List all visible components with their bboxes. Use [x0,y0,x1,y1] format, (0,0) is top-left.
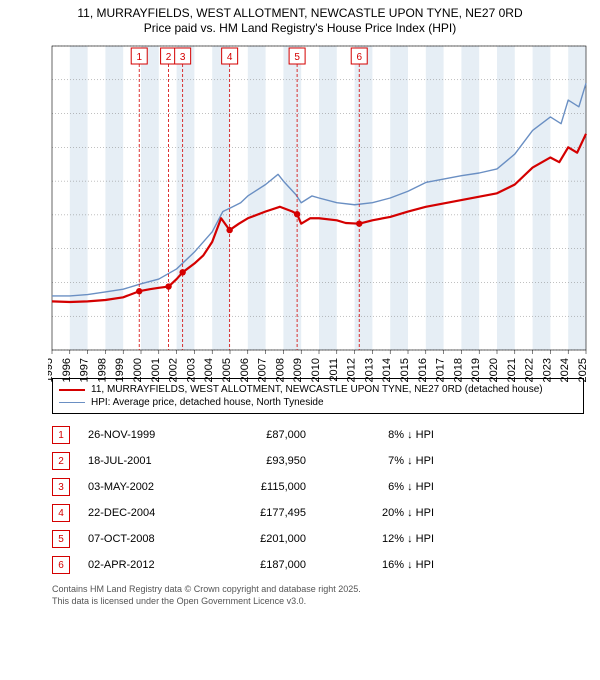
svg-text:2: 2 [166,52,172,63]
svg-text:1997: 1997 [79,358,91,382]
sales-row: 5 07-OCT-2008 £201,000 12% ↓ HPI [52,526,584,552]
footer: Contains HM Land Registry data © Crown c… [52,584,584,607]
chart-title: 11, MURRAYFIELDS, WEST ALLOTMENT, NEWCAS… [8,6,592,36]
sale-price: £87,000 [216,429,306,441]
svg-text:2016: 2016 [417,358,429,382]
sale-price: £115,000 [216,481,306,493]
sales-row: 2 18-JUL-2001 £93,950 7% ↓ HPI [52,448,584,474]
svg-text:2020: 2020 [488,358,500,382]
sale-vs-hpi: 16% ↓ HPI [324,559,434,571]
svg-text:2001: 2001 [150,358,162,382]
svg-text:2004: 2004 [203,358,215,382]
sale-price: £177,495 [216,507,306,519]
chart-container: 11, MURRAYFIELDS, WEST ALLOTMENT, NEWCAS… [0,0,600,680]
sale-date: 02-APR-2012 [88,559,198,571]
svg-text:5: 5 [294,52,300,63]
sales-row: 6 02-APR-2012 £187,000 16% ↓ HPI [52,552,584,578]
svg-text:2005: 2005 [221,358,233,382]
sale-price: £201,000 [216,533,306,545]
sale-marker-num: 3 [52,478,70,496]
svg-text:2023: 2023 [541,358,553,382]
title-line2: Price paid vs. HM Land Registry's House … [8,21,592,36]
svg-text:2007: 2007 [257,358,269,382]
title-line1: 11, MURRAYFIELDS, WEST ALLOTMENT, NEWCAS… [8,6,592,21]
svg-text:1995: 1995 [48,358,55,382]
sale-marker-num: 1 [52,426,70,444]
svg-text:2010: 2010 [310,358,322,382]
svg-text:2021: 2021 [506,358,518,382]
svg-text:2022: 2022 [524,358,536,382]
sale-price: £187,000 [216,559,306,571]
sale-date: 26-NOV-1999 [88,429,198,441]
svg-text:2002: 2002 [168,358,180,382]
sale-vs-hpi: 20% ↓ HPI [324,507,434,519]
svg-text:2006: 2006 [239,358,251,382]
sale-price: £93,950 [216,455,306,467]
sale-date: 22-DEC-2004 [88,507,198,519]
sales-table: 1 26-NOV-1999 £87,000 8% ↓ HPI 2 18-JUL-2001 £… [52,422,584,578]
sales-row: 3 03-MAY-2002 £115,000 6% ↓ HPI [52,474,584,500]
sale-marker-num: 2 [52,452,70,470]
sale-date: 07-OCT-2008 [88,533,198,545]
svg-text:2018: 2018 [452,358,464,382]
svg-text:2008: 2008 [274,358,286,382]
svg-text:2017: 2017 [435,358,447,382]
svg-text:2012: 2012 [346,358,358,382]
sale-vs-hpi: 12% ↓ HPI [324,533,434,545]
svg-text:2003: 2003 [185,358,197,382]
svg-text:2014: 2014 [381,358,393,382]
svg-text:2025: 2025 [577,358,589,382]
chart-plot: £0£50K£100K£150K£200K£250K£300K£350K£400… [48,40,584,370]
svg-text:2009: 2009 [292,358,304,382]
sale-marker-num: 4 [52,504,70,522]
svg-text:1: 1 [136,52,142,63]
svg-text:2000: 2000 [132,358,144,382]
sale-marker-num: 6 [52,556,70,574]
sale-vs-hpi: 6% ↓ HPI [324,481,434,493]
footer-line1: Contains HM Land Registry data © Crown c… [52,584,584,596]
svg-text:2024: 2024 [559,358,571,382]
sales-row: 1 26-NOV-1999 £87,000 8% ↓ HPI [52,422,584,448]
svg-text:1999: 1999 [114,358,126,382]
sales-row: 4 22-DEC-2004 £177,495 20% ↓ HPI [52,500,584,526]
svg-text:3: 3 [180,52,186,63]
svg-text:1996: 1996 [61,358,73,382]
svg-text:1998: 1998 [96,358,108,382]
svg-text:2011: 2011 [328,358,340,382]
sale-date: 03-MAY-2002 [88,481,198,493]
svg-text:2015: 2015 [399,358,411,382]
sale-date: 18-JUL-2001 [88,455,198,467]
chart-svg: £0£50K£100K£150K£200K£250K£300K£350K£400… [48,40,592,400]
svg-text:2013: 2013 [363,358,375,382]
svg-text:4: 4 [227,52,233,63]
legend-swatch-hpi [59,402,85,403]
sale-vs-hpi: 8% ↓ HPI [324,429,434,441]
sale-marker-num: 5 [52,530,70,548]
footer-line2: This data is licensed under the Open Gov… [52,596,584,608]
sale-vs-hpi: 7% ↓ HPI [324,455,434,467]
svg-text:2019: 2019 [470,358,482,382]
svg-text:6: 6 [356,52,362,63]
